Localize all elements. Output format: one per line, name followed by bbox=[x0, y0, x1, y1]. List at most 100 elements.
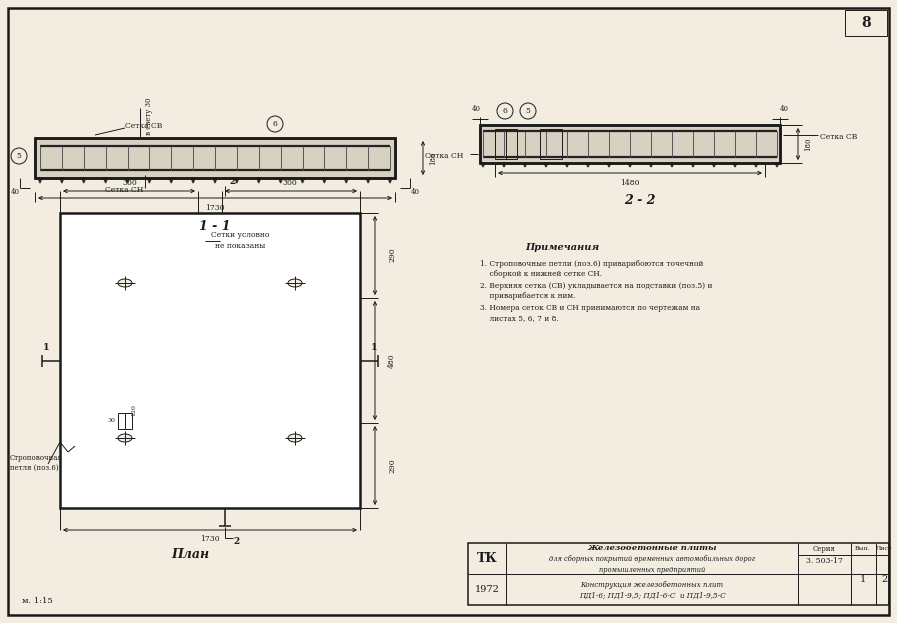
Polygon shape bbox=[38, 178, 42, 183]
Text: приварибается к ним.: приварибается к ним. bbox=[480, 292, 576, 300]
Text: 5: 5 bbox=[16, 152, 22, 160]
Ellipse shape bbox=[288, 434, 302, 442]
Text: 6: 6 bbox=[273, 120, 277, 128]
Text: 40: 40 bbox=[411, 188, 420, 196]
Text: для сборных покрытий временных автомобильных дорог: для сборных покрытий временных автомобил… bbox=[549, 555, 755, 563]
Text: 5: 5 bbox=[526, 107, 530, 115]
Text: План: План bbox=[171, 548, 209, 561]
Text: Сетка СВ: Сетка СВ bbox=[125, 122, 162, 130]
Ellipse shape bbox=[118, 279, 132, 287]
Polygon shape bbox=[733, 163, 737, 167]
Bar bbox=[35, 138, 395, 178]
Text: Сетки условно: Сетки условно bbox=[211, 231, 269, 239]
Text: Лист: Лист bbox=[875, 546, 893, 551]
Polygon shape bbox=[754, 163, 758, 167]
Polygon shape bbox=[649, 163, 653, 167]
Text: м. 1:15: м. 1:15 bbox=[22, 597, 53, 605]
Text: 1: 1 bbox=[43, 343, 49, 353]
Polygon shape bbox=[628, 163, 632, 167]
Text: 1. Строповочные петли (поз.6) приварибоются точечной: 1. Строповочные петли (поз.6) приварибою… bbox=[480, 260, 703, 268]
Text: ПД1-6; ПД1-9,5; ПД1-6-С  и ПД1-9,5-С: ПД1-6; ПД1-9,5; ПД1-6-С и ПД1-9,5-С bbox=[579, 592, 726, 600]
Polygon shape bbox=[544, 163, 548, 167]
Polygon shape bbox=[300, 178, 304, 183]
Polygon shape bbox=[670, 163, 674, 167]
Ellipse shape bbox=[118, 434, 132, 442]
Text: 2. Верхняя сетка (СВ) укладывается на подставки (поз.5) и: 2. Верхняя сетка (СВ) укладывается на по… bbox=[480, 282, 712, 290]
Text: 480: 480 bbox=[388, 354, 396, 368]
Bar bbox=[480, 125, 780, 163]
Polygon shape bbox=[147, 178, 152, 183]
Text: Серия: Серия bbox=[813, 545, 835, 553]
Text: сборкой к нижней сетке СН.: сборкой к нижней сетке СН. bbox=[480, 270, 602, 278]
Polygon shape bbox=[82, 178, 86, 183]
Polygon shape bbox=[523, 163, 527, 167]
Text: не показаны: не показаны bbox=[215, 242, 266, 250]
Text: Вып.: Вып. bbox=[855, 546, 871, 551]
Polygon shape bbox=[775, 163, 779, 167]
Text: в свету 30: в свету 30 bbox=[145, 97, 153, 135]
Polygon shape bbox=[60, 178, 64, 183]
Bar bbox=[118, 413, 132, 429]
Text: 3. 503-17: 3. 503-17 bbox=[806, 557, 842, 565]
Text: Конструкция железобетонных плит: Конструкция железобетонных плит bbox=[580, 581, 724, 589]
Polygon shape bbox=[388, 178, 392, 183]
Bar bbox=[495, 129, 517, 159]
Polygon shape bbox=[502, 163, 506, 167]
Text: 6: 6 bbox=[502, 107, 508, 115]
Polygon shape bbox=[235, 178, 239, 183]
Text: 180: 180 bbox=[429, 151, 437, 164]
Text: 3. Номера сеток СВ и СН принимаются по чертежам на: 3. Номера сеток СВ и СН принимаются по ч… bbox=[480, 304, 700, 312]
Text: Сетка СН: Сетка СН bbox=[105, 186, 144, 194]
Text: промышленных предприятий: промышленных предприятий bbox=[599, 566, 705, 574]
Bar bbox=[60, 213, 360, 508]
Text: ТК: ТК bbox=[476, 553, 497, 566]
Text: 300: 300 bbox=[283, 179, 298, 187]
Text: Железобетонные плиты: Железобетонные плиты bbox=[588, 544, 717, 552]
Text: 290: 290 bbox=[388, 459, 396, 473]
Text: 1480: 1480 bbox=[620, 179, 640, 187]
Bar bbox=[845, 10, 887, 36]
Polygon shape bbox=[366, 178, 370, 183]
Polygon shape bbox=[691, 163, 695, 167]
Text: 40: 40 bbox=[11, 188, 20, 196]
Text: петля (поз.6): петля (поз.6) bbox=[10, 464, 58, 472]
Text: 30: 30 bbox=[107, 419, 115, 424]
Text: 2 - 2: 2 - 2 bbox=[624, 194, 656, 207]
Text: Строповочная: Строповочная bbox=[10, 454, 63, 462]
Text: 180: 180 bbox=[804, 137, 812, 151]
Polygon shape bbox=[104, 178, 108, 183]
Text: 40: 40 bbox=[779, 105, 788, 113]
Text: 300: 300 bbox=[123, 179, 137, 187]
Text: 2: 2 bbox=[230, 176, 236, 186]
Bar bbox=[480, 125, 780, 163]
Text: 1730: 1730 bbox=[200, 535, 220, 543]
Text: 40: 40 bbox=[472, 105, 481, 113]
Bar bbox=[540, 129, 562, 159]
Text: Примечания: Примечания bbox=[525, 244, 599, 252]
Polygon shape bbox=[257, 178, 261, 183]
Polygon shape bbox=[279, 178, 283, 183]
Polygon shape bbox=[586, 163, 590, 167]
Text: 290: 290 bbox=[388, 248, 396, 262]
Ellipse shape bbox=[288, 279, 302, 287]
Polygon shape bbox=[607, 163, 611, 167]
Polygon shape bbox=[126, 178, 129, 183]
Text: 120: 120 bbox=[132, 404, 136, 416]
Text: 1: 1 bbox=[860, 574, 867, 584]
Text: Сетка СВ: Сетка СВ bbox=[820, 133, 858, 141]
Bar bbox=[35, 138, 395, 178]
Polygon shape bbox=[344, 178, 348, 183]
Polygon shape bbox=[712, 163, 716, 167]
Polygon shape bbox=[213, 178, 217, 183]
Text: 2: 2 bbox=[881, 574, 887, 584]
Text: 1730: 1730 bbox=[205, 204, 225, 212]
Text: 2: 2 bbox=[234, 538, 240, 546]
Polygon shape bbox=[565, 163, 569, 167]
Text: 1: 1 bbox=[370, 343, 378, 353]
Text: листах 5, 6, 7 и 8.: листах 5, 6, 7 и 8. bbox=[480, 314, 559, 322]
Polygon shape bbox=[481, 163, 485, 167]
Text: 8: 8 bbox=[861, 16, 871, 30]
Polygon shape bbox=[170, 178, 173, 183]
Text: 1972: 1972 bbox=[475, 586, 500, 594]
Text: 1 - 1: 1 - 1 bbox=[199, 219, 231, 232]
